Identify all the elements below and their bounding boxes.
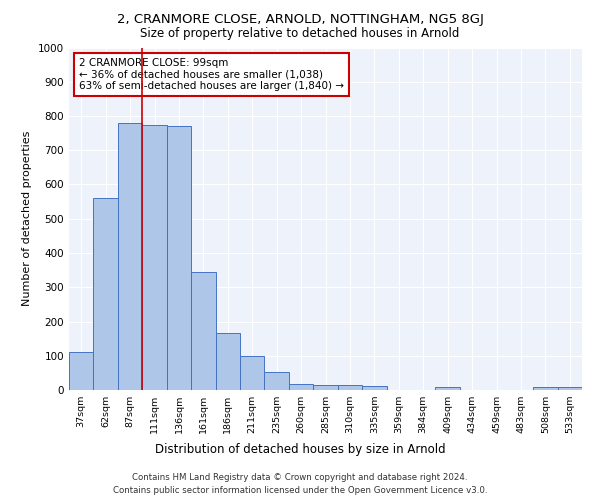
- Bar: [191, 272, 215, 390]
- Bar: [289, 384, 313, 390]
- Y-axis label: Number of detached properties: Number of detached properties: [22, 131, 32, 306]
- Bar: [313, 385, 338, 390]
- Bar: [338, 385, 362, 390]
- Text: 2, CRANMORE CLOSE, ARNOLD, NOTTINGHAM, NG5 8GJ: 2, CRANMORE CLOSE, ARNOLD, NOTTINGHAM, N…: [116, 12, 484, 26]
- Bar: [167, 126, 191, 390]
- Bar: [533, 388, 557, 390]
- Text: Contains HM Land Registry data © Crown copyright and database right 2024.: Contains HM Land Registry data © Crown c…: [132, 472, 468, 482]
- Bar: [94, 198, 118, 390]
- Bar: [215, 334, 240, 390]
- Bar: [142, 124, 167, 390]
- Text: Contains public sector information licensed under the Open Government Licence v3: Contains public sector information licen…: [113, 486, 487, 495]
- Bar: [118, 123, 142, 390]
- Bar: [69, 352, 94, 390]
- Text: Size of property relative to detached houses in Arnold: Size of property relative to detached ho…: [140, 28, 460, 40]
- Bar: [265, 372, 289, 390]
- Bar: [362, 386, 386, 390]
- Bar: [240, 356, 265, 390]
- Text: 2 CRANMORE CLOSE: 99sqm
← 36% of detached houses are smaller (1,038)
63% of semi: 2 CRANMORE CLOSE: 99sqm ← 36% of detache…: [79, 58, 344, 91]
- Text: Distribution of detached houses by size in Arnold: Distribution of detached houses by size …: [155, 442, 445, 456]
- Bar: [436, 388, 460, 390]
- Bar: [557, 388, 582, 390]
